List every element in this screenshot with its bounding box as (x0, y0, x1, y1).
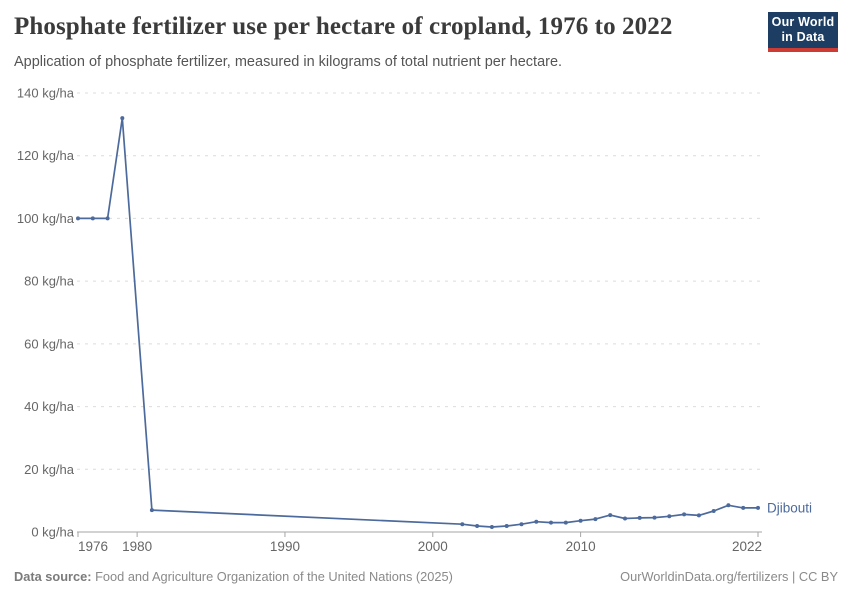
owid-url-link[interactable]: OurWorldinData.org/fertilizers (620, 569, 789, 584)
y-axis-tick-label: 60 kg/ha (24, 336, 75, 351)
y-axis-tick-label: 0 kg/ha (31, 525, 74, 540)
data-point[interactable] (593, 517, 598, 522)
chart-canvas: 0 kg/ha 20 kg/ha 40 kg/ha 60 kg/ha 80 kg/ha 1… (17, 86, 812, 555)
data-point[interactable] (149, 508, 154, 513)
x-axis-tick-label: 1976 (78, 539, 108, 554)
y-axis-tick-label: 140 kg/ha (17, 86, 75, 101)
data-point[interactable] (90, 216, 95, 221)
data-point[interactable] (682, 512, 687, 517)
data-point[interactable] (534, 519, 539, 524)
data-source-label: Data source: (14, 569, 92, 584)
y-axis-tick-label: 80 kg/ha (24, 274, 75, 289)
data-point[interactable] (578, 518, 583, 523)
y-axis-tick-label: 20 kg/ha (24, 462, 75, 477)
data-point[interactable] (756, 505, 760, 510)
data-point[interactable] (504, 524, 509, 528)
owid-logo-line1: Our World (771, 15, 835, 29)
entity-label-djibouti[interactable]: Djibouti (767, 500, 812, 515)
data-point[interactable] (637, 515, 642, 520)
data-point[interactable] (667, 514, 672, 519)
y-axis-tick-label: 120 kg/ha (17, 148, 75, 163)
data-point[interactable] (475, 524, 480, 528)
data-point[interactable] (652, 515, 657, 520)
data-point[interactable] (623, 516, 627, 521)
data-point[interactable] (519, 522, 524, 527)
owid-logo[interactable]: Our World in Data (768, 12, 838, 52)
footer-links: OurWorldinData.org/fertilizers | CC BY (620, 568, 838, 585)
data-point[interactable] (711, 509, 716, 513)
data-point[interactable] (696, 513, 701, 518)
data-point[interactable] (563, 520, 568, 525)
data-point[interactable] (120, 116, 125, 121)
data-source-note: Data source: Food and Agriculture Organi… (14, 568, 453, 585)
data-point[interactable] (549, 520, 553, 525)
owid-logo-line2: in Data (781, 30, 825, 44)
x-axis-tick-label: 2010 (566, 539, 596, 554)
chart-subtitle: Application of phosphate fertilizer, mea… (14, 54, 563, 70)
data-point[interactable] (105, 216, 110, 221)
x-axis-tick-label: 2000 (418, 539, 448, 554)
data-point[interactable] (460, 522, 465, 527)
series-line-djibouti[interactable] (77, 117, 759, 528)
data-point[interactable] (489, 525, 494, 529)
x-axis-tick-label: 1980 (122, 539, 152, 554)
page-title: Phosphate fertilizer use per hectare of … (14, 13, 673, 40)
chart-footer: Data source: Food and Agriculture Organi… (14, 568, 838, 585)
data-point[interactable] (76, 216, 80, 221)
x-axis-tick-label: 1990 (270, 539, 300, 554)
data-point[interactable] (741, 505, 746, 510)
footer-separator: | (792, 569, 796, 584)
license-link[interactable]: CC BY (798, 569, 838, 584)
data-point[interactable] (608, 513, 613, 518)
y-axis-tick-label: 40 kg/ha (24, 399, 75, 414)
y-axis-tick-label: 100 kg/ha (17, 211, 75, 226)
data-point[interactable] (726, 503, 731, 508)
data-source-text: Food and Agriculture Organization of the… (95, 569, 453, 584)
x-axis-tick-label: 2022 (732, 539, 762, 554)
